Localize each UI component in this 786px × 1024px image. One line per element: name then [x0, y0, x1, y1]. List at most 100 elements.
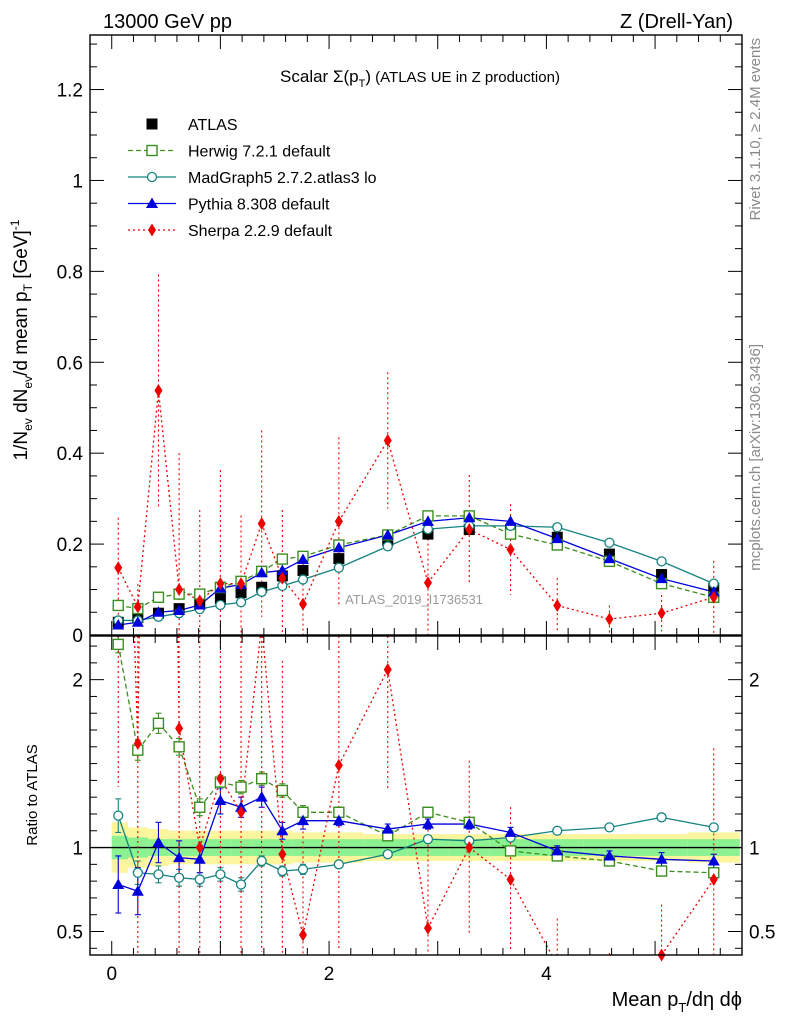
sherpa-ratio-line-segment: [338, 669, 389, 766]
sherpa-ratio-point: [133, 736, 142, 750]
herwig-point: [152, 591, 165, 603]
madgraph5-ratio-point: [422, 834, 434, 845]
madgraph5-ratio-point: [256, 855, 267, 867]
pythia-ratio-line-segment: [609, 855, 662, 860]
legend: ATLAS Herwig 7.2.1 default MadGraph5 2.7.2…: [128, 117, 377, 240]
herwig-ratio-point: [194, 801, 206, 813]
pythia-ratio-line-segment: [557, 850, 610, 857]
herwig-ratio-line-segment: [557, 855, 610, 862]
pythia-ratio-point: [152, 836, 165, 848]
sherpa-point: [605, 612, 614, 626]
legend-label-pythia: Pythia 8.308 default: [188, 197, 330, 214]
ratio-y-tick-label: 1: [72, 839, 83, 860]
sherpa-ratio-point: [216, 772, 225, 786]
herwig-ratio-point: [422, 806, 434, 818]
madgraph5-ratio-point: [194, 874, 205, 885]
madgraph5-ratio-point: [132, 867, 143, 878]
madgraph5-point: [333, 562, 344, 573]
madgraph5-point: [552, 522, 563, 533]
pythia-ratio-point: [421, 818, 434, 829]
sherpa-line-segment: [661, 596, 714, 614]
madgraph5-line-segment: [387, 528, 429, 547]
pythia-line-segment: [609, 558, 662, 580]
atlas-point: [235, 587, 247, 599]
pythia-ratio-point: [551, 844, 564, 856]
sherpa-line-segment: [338, 440, 389, 522]
pythia-ratio-line-segment: [338, 820, 388, 830]
ratio-y-tick-label-right: 0.5: [749, 922, 775, 943]
sherpa-point: [423, 576, 432, 590]
y-axis-label: 1/Nev dNev/d mean pT [GeV]-1: [8, 219, 35, 460]
sherpa-point: [237, 577, 246, 591]
sherpa-ratio-point: [506, 872, 515, 886]
sherpa-ratio-line-segment: [509, 879, 553, 956]
mcplots-label: mcplots.cern.ch [arXiv:1306.3436]: [747, 344, 764, 571]
rivet-label: Rivet 3.1.10, ≥ 2.4M events: [747, 38, 764, 221]
madgraph5-ratio-point: [297, 864, 309, 875]
herwig-ratio-point: [235, 781, 247, 793]
madgraph5-ratio-line-segment: [338, 853, 388, 865]
sherpa-line-segment: [468, 528, 511, 551]
pythia-line-segment: [469, 517, 511, 523]
sherpa-ratio-point: [423, 921, 432, 935]
legend-label-herwig: Herwig 7.2.1 default: [188, 144, 331, 161]
sherpa-ratio-line-segment: [281, 854, 304, 936]
sherpa-point: [506, 543, 515, 557]
sherpa-ratio-point: [709, 872, 718, 886]
pythia-ratio-point: [112, 878, 125, 889]
herwig-ratio-line-segment: [609, 860, 662, 872]
sherpa-point: [216, 577, 225, 591]
madgraph5-ratio-line-segment: [387, 838, 429, 855]
madgraph5-line-segment: [557, 526, 610, 544]
sherpa-line-segment: [117, 567, 139, 608]
pythia-ratio-line-segment: [199, 800, 222, 860]
pythia-point: [131, 616, 144, 627]
pythia-ratio-point: [655, 853, 668, 864]
sherpa-line-segment: [427, 529, 470, 584]
pythia-point: [504, 515, 517, 526]
madgraph5-ratio-line-segment: [302, 863, 339, 871]
pythia-ratio-point: [276, 824, 289, 836]
y-tick-label: 1.2: [57, 81, 83, 102]
pythia-point: [381, 529, 394, 540]
sherpa-ratio-line-segment: [302, 765, 340, 935]
pythia-line-segment: [387, 520, 429, 536]
madgraph5-ratio-point: [113, 810, 124, 821]
sherpa-point: [195, 594, 204, 608]
herwig-ratio-line-segment: [387, 811, 429, 837]
pythia-point: [296, 553, 309, 565]
pythia-point: [332, 541, 345, 553]
madgraph5-ratio-point: [708, 822, 719, 833]
herwig-ratio-line-segment: [178, 746, 201, 808]
ratio-y-axis-label: Ratio to ATLAS: [24, 744, 41, 845]
pythia-point: [112, 619, 125, 630]
madgraph5-ratio-point: [153, 869, 164, 880]
sherpa-ratio-point: [278, 847, 287, 861]
sherpa-point: [709, 590, 718, 604]
madgraph5-point: [604, 537, 615, 548]
pythia-point: [276, 564, 289, 575]
sherpa-ratio-line-segment: [262, 635, 283, 855]
madgraph5-ratio-point: [173, 872, 185, 883]
ratio-y-tick-label: 0.5: [57, 922, 83, 943]
pythia-ratio-point: [332, 814, 345, 826]
sherpa-ratio-line-segment: [427, 847, 470, 929]
madgraph5-point: [382, 541, 393, 552]
madgraph5-ratio-point: [277, 865, 288, 877]
x-tick-label: 0: [106, 964, 117, 985]
y-tick-label: 0.2: [57, 535, 83, 556]
pythia-ratio-point: [255, 791, 268, 802]
header-right: Z (Drell-Yan): [620, 11, 733, 33]
pythia-ratio-point: [173, 851, 186, 863]
herwig-ratio-line-segment: [427, 811, 470, 823]
madgraph5-ratio-line-segment: [510, 830, 558, 839]
y-tick-label: 1: [72, 171, 83, 192]
pythia-line-segment: [427, 517, 470, 523]
madgraph5-ratio-point: [215, 869, 226, 880]
atlas-point: [333, 553, 345, 565]
sherpa-ratio-point: [298, 928, 307, 942]
pythia-ratio-line-segment: [387, 823, 429, 830]
pythia-line-segment: [338, 534, 388, 549]
sherpa-ratio-point: [175, 721, 184, 735]
legend-label-atlas: ATLAS: [188, 117, 238, 134]
